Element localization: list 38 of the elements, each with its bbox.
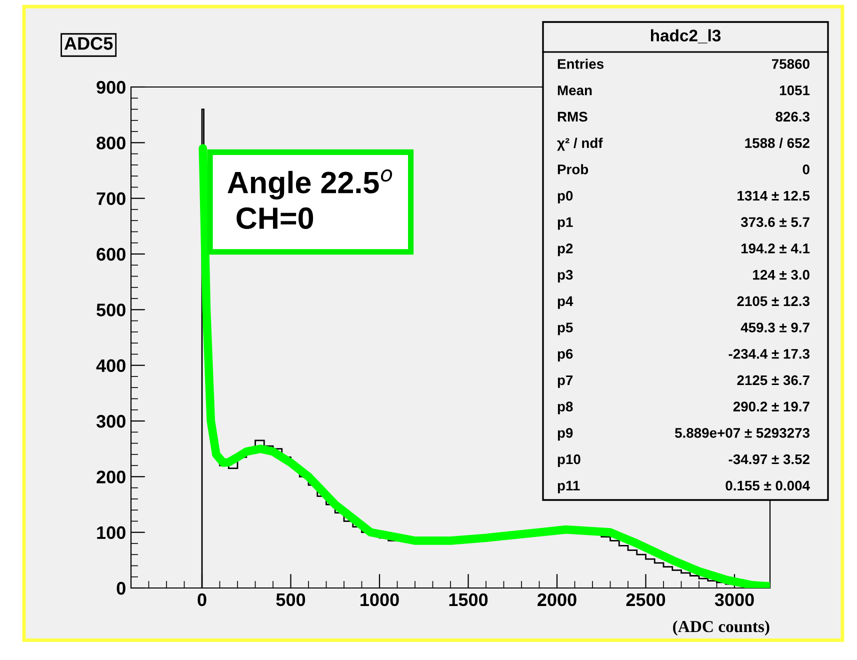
- y-tick-label: 700: [96, 192, 126, 206]
- text: p11 0.155 ± 0.004: [558, 480, 810, 494]
- x-tick-label: 3000: [714, 593, 754, 606]
- y-tick-label: 0: [116, 582, 126, 595]
- text: hadc2_l3: [651, 29, 721, 44]
- y-tick-label: 900: [96, 80, 126, 94]
- y-tick-label: 800: [96, 136, 126, 150]
- x-tick-label: 0: [198, 593, 206, 606]
- y-tick-label: 400: [96, 359, 126, 372]
- y-tick-label: 200: [96, 470, 126, 484]
- x-tick-label: 1500: [449, 593, 488, 606]
- text: Entries 75860: [558, 58, 810, 69]
- y-tick-label: 100: [97, 526, 126, 540]
- x-tick-label: 1000: [360, 593, 399, 606]
- chart-title: ADC5: [64, 37, 113, 50]
- text: p5 459.3 ± 9.7: [558, 322, 810, 336]
- text: Prob 0: [558, 164, 810, 174]
- y-tick-label: 600: [96, 248, 126, 261]
- y-tick-label: 500: [96, 304, 126, 316]
- text: p4 2105 ± 12.3: [558, 296, 810, 309]
- text: p6 -234.4 ± 17.3: [558, 348, 810, 362]
- text: RMS 826.3: [558, 112, 810, 122]
- x-axis-title: (ADC counts): [673, 620, 770, 636]
- y-tick-label: 300: [96, 414, 126, 428]
- text: p3 124 ± 3.0: [558, 270, 810, 282]
- text: p2 194.2 ± 4.1: [558, 244, 810, 256]
- text: p1 373.6 ± 5.7: [558, 217, 810, 230]
- x-tick-label: 2000: [538, 593, 576, 606]
- x-tick-label: 2500: [626, 593, 666, 606]
- x-tick-label: 500: [276, 593, 306, 606]
- text: p0 1314 ± 12.5: [558, 190, 810, 204]
- text: χ² / ndf 1588 / 652: [557, 138, 810, 151]
- text: Angle 22.5$^{o}$ CH=0: [228, 169, 392, 230]
- text: p9 5.889e+07 ± 5293273: [558, 428, 810, 441]
- text: p8 290.2 ± 19.7: [558, 402, 810, 414]
- text: Mean 1051: [558, 85, 810, 96]
- text: p7 2125 ± 36.7: [558, 375, 810, 388]
- text: p10 -34.97 ± 3.52: [558, 454, 810, 467]
